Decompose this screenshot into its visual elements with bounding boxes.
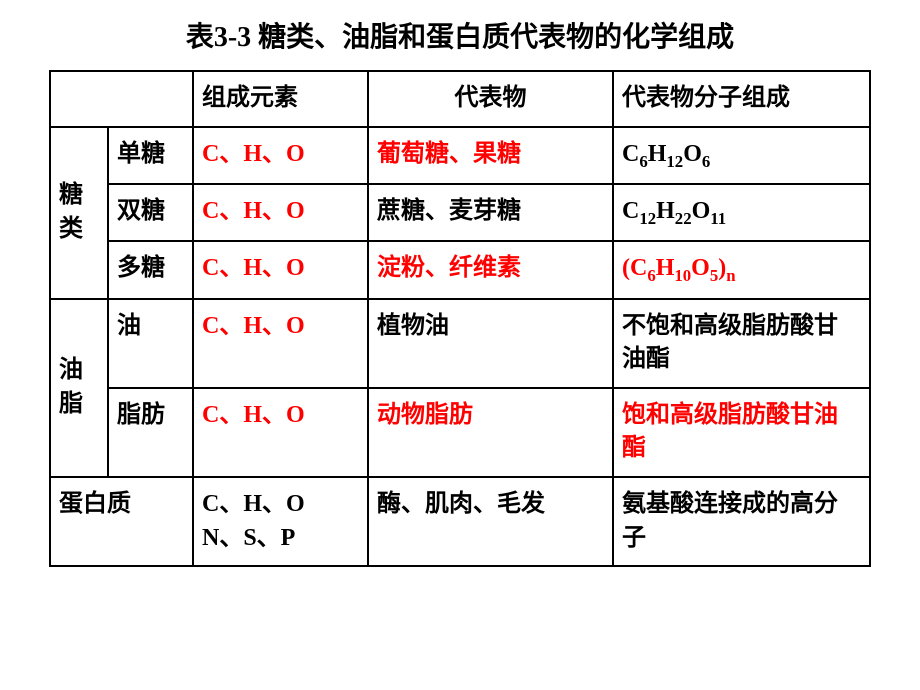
subcat-oil: 油 [108, 299, 193, 388]
subcat-monosaccharide: 单糖 [108, 127, 193, 184]
table-row: 脂肪 C、H、O 动物脂肪 饱和高级脂肪酸甘油酯 [50, 388, 870, 477]
formula-oil: 不饱和高级脂肪酸甘油酯 [613, 299, 870, 388]
elements-disaccharide: C、H、O [193, 184, 368, 241]
header-elements: 组成元素 [193, 71, 368, 127]
table-header-row: 组成元素 代表物 代表物分子组成 [50, 71, 870, 127]
elements-monosaccharide: C、H、O [193, 127, 368, 184]
examples-disaccharide: 蔗糖、麦芽糖 [368, 184, 613, 241]
elements-oil: C、H、O [193, 299, 368, 388]
examples-fat: 动物脂肪 [368, 388, 613, 477]
subcat-polysaccharide: 多糖 [108, 241, 193, 298]
examples-oil: 植物油 [368, 299, 613, 388]
elements-fat: C、H、O [193, 388, 368, 477]
formula-polysaccharide: (C6H10O5)n [613, 241, 870, 298]
examples-polysaccharide: 淀粉、纤维素 [368, 241, 613, 298]
table-row: 油脂 油 C、H、O 植物油 不饱和高级脂肪酸甘油酯 [50, 299, 870, 388]
formula-fat: 饱和高级脂肪酸甘油酯 [613, 388, 870, 477]
examples-monosaccharide: 葡萄糖、果糖 [368, 127, 613, 184]
elements-polysaccharide: C、H、O [193, 241, 368, 298]
category-oil: 油脂 [50, 299, 108, 477]
header-examples: 代表物 [368, 71, 613, 127]
category-sugar: 糖类 [50, 127, 108, 299]
table-title: 表3-3 糖类、油脂和蛋白质代表物的化学组成 [186, 15, 734, 55]
formula-monosaccharide: C6H12O6 [613, 127, 870, 184]
formula-protein: 氨基酸连接成的高分子 [613, 477, 870, 566]
examples-protein: 酶、肌肉、毛发 [368, 477, 613, 566]
subcat-fat: 脂肪 [108, 388, 193, 477]
table-row: 双糖 C、H、O 蔗糖、麦芽糖 C12H22O11 [50, 184, 870, 241]
category-protein: 蛋白质 [50, 477, 193, 566]
header-empty [50, 71, 193, 127]
table-row: 蛋白质 C、H、ON、S、P 酶、肌肉、毛发 氨基酸连接成的高分子 [50, 477, 870, 566]
composition-table: 组成元素 代表物 代表物分子组成 糖类 单糖 C、H、O 葡萄糖、果糖 C6H1… [49, 70, 871, 567]
table-row: 糖类 单糖 C、H、O 葡萄糖、果糖 C6H12O6 [50, 127, 870, 184]
table-row: 多糖 C、H、O 淀粉、纤维素 (C6H10O5)n [50, 241, 870, 298]
elements-protein: C、H、ON、S、P [193, 477, 368, 566]
subcat-disaccharide: 双糖 [108, 184, 193, 241]
header-formula: 代表物分子组成 [613, 71, 870, 127]
formula-disaccharide: C12H22O11 [613, 184, 870, 241]
